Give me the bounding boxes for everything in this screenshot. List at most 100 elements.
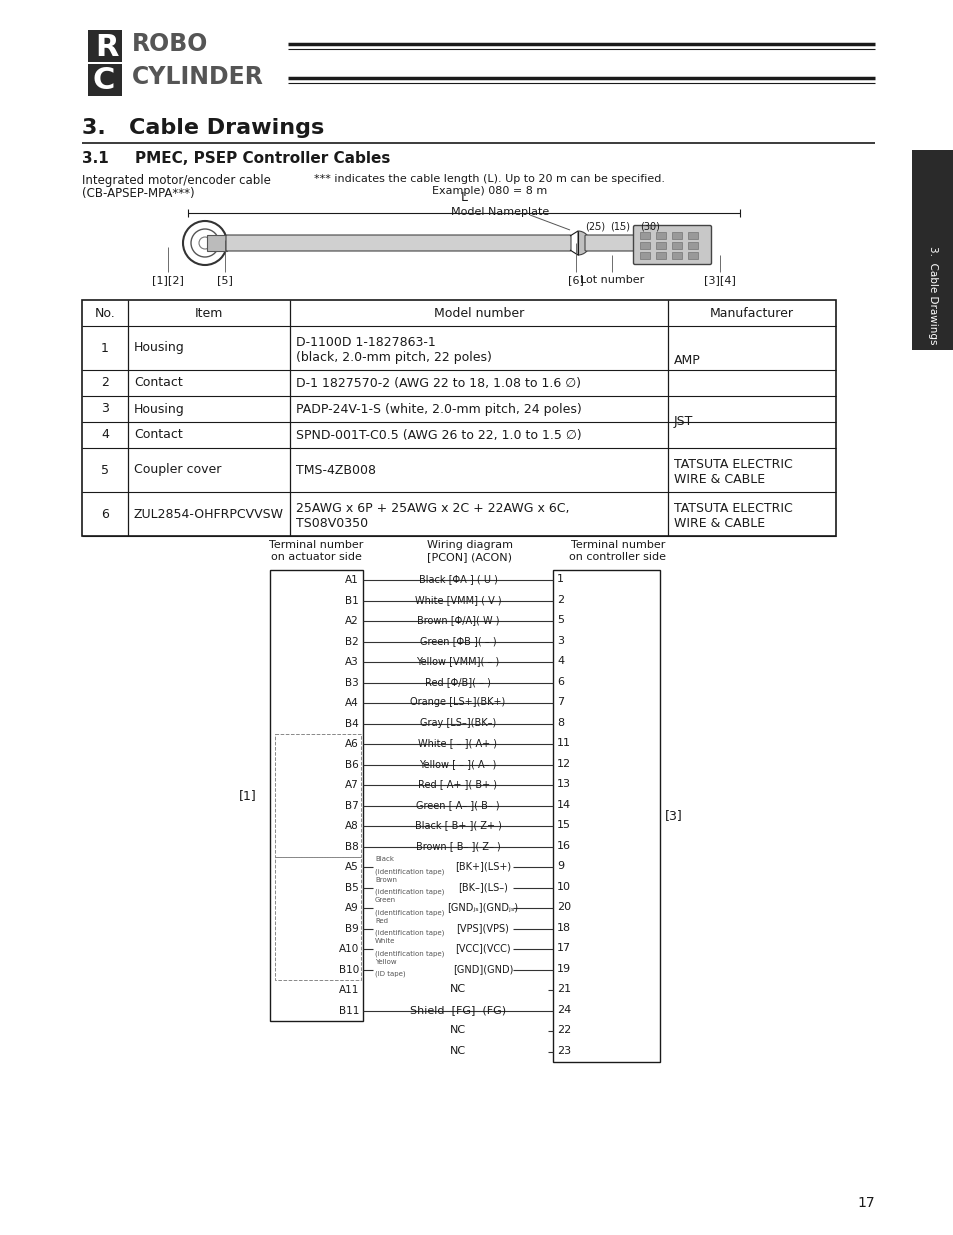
- Text: (15): (15): [609, 221, 629, 231]
- Text: [VPS](VPS): [VPS](VPS): [456, 923, 509, 932]
- Text: A9: A9: [345, 903, 358, 913]
- Text: A3: A3: [345, 657, 358, 667]
- Text: AMP: AMP: [673, 354, 700, 368]
- Text: WIRE & CABLE: WIRE & CABLE: [673, 517, 764, 530]
- Text: Yellow: Yellow: [375, 958, 396, 965]
- Text: [GNDⱼₛ](GNDⱼₛ): [GNDⱼₛ](GNDⱼₛ): [447, 903, 518, 913]
- Text: Orange [LS+](BK+): Orange [LS+](BK+): [410, 698, 505, 708]
- Text: Brown [ B– ]( Z– ): Brown [ B– ]( Z– ): [416, 841, 500, 851]
- Text: 14: 14: [557, 800, 571, 810]
- Text: NC: NC: [450, 1025, 466, 1035]
- Text: A10: A10: [338, 945, 358, 955]
- Text: Brown [Φ/A]( W ): Brown [Φ/A]( W ): [416, 615, 498, 625]
- Text: 4: 4: [101, 429, 109, 441]
- Text: 8: 8: [557, 718, 563, 727]
- Text: White: White: [375, 939, 395, 945]
- Text: NC: NC: [450, 984, 466, 994]
- Text: Green [ΦB ]( – ): Green [ΦB ]( – ): [419, 636, 496, 646]
- Text: [6]: [6]: [567, 275, 583, 285]
- Text: [3][4]: [3][4]: [703, 275, 735, 285]
- Text: 2: 2: [101, 377, 109, 389]
- Bar: [82, 300, 835, 536]
- Bar: [270, 571, 363, 1021]
- Bar: [656, 232, 665, 240]
- Text: A6: A6: [345, 740, 358, 750]
- Text: C: C: [92, 65, 115, 95]
- Text: Red: Red: [375, 918, 388, 924]
- Text: Contact: Contact: [133, 429, 183, 441]
- Text: Terminal number: Terminal number: [570, 540, 664, 550]
- Text: [BK+](LS+): [BK+](LS+): [455, 861, 511, 871]
- Text: 5: 5: [557, 615, 563, 625]
- FancyBboxPatch shape: [633, 226, 711, 264]
- Text: B3: B3: [345, 678, 358, 688]
- Text: 23: 23: [557, 1046, 571, 1056]
- Text: TATSUTA ELECTRIC: TATSUTA ELECTRIC: [673, 501, 792, 515]
- Bar: [639, 252, 649, 259]
- Text: 5: 5: [101, 463, 109, 477]
- Text: A7: A7: [345, 781, 358, 790]
- Text: (black, 2.0-mm pitch, 22 poles): (black, 2.0-mm pitch, 22 poles): [295, 351, 492, 364]
- Text: A4: A4: [345, 698, 358, 708]
- Text: Item: Item: [194, 306, 223, 320]
- Bar: [911, 149, 953, 350]
- Text: 17: 17: [857, 1195, 874, 1210]
- Text: B1: B1: [345, 595, 358, 605]
- Text: Shield  [FG]  (FG): Shield [FG] (FG): [410, 1005, 505, 1015]
- Text: Brown: Brown: [375, 877, 396, 883]
- Text: B11: B11: [338, 1005, 358, 1015]
- Text: 18: 18: [557, 923, 571, 932]
- Text: 2: 2: [557, 595, 563, 605]
- Text: White [ – ]( A+ ): White [ – ]( A+ ): [418, 739, 497, 748]
- Text: [GND](GND): [GND](GND): [453, 963, 513, 973]
- Text: (identification tape): (identification tape): [375, 930, 444, 936]
- Text: B8: B8: [345, 842, 358, 852]
- Bar: [639, 242, 649, 249]
- Bar: [671, 242, 681, 249]
- Text: TMS-4ZB008: TMS-4ZB008: [295, 463, 375, 477]
- Text: ROBO: ROBO: [132, 32, 208, 56]
- Text: 4: 4: [557, 656, 563, 666]
- Text: Gray [LS–](BK–): Gray [LS–](BK–): [419, 718, 496, 727]
- Text: 24: 24: [557, 1005, 571, 1015]
- Text: Black [ B+ ]( Z+ ): Black [ B+ ]( Z+ ): [415, 820, 501, 830]
- Text: 1: 1: [557, 574, 563, 584]
- Text: Wiring diagram: Wiring diagram: [427, 540, 513, 550]
- Bar: [553, 571, 659, 1062]
- Text: Yellow [ – ]( A– ): Yellow [ – ]( A– ): [419, 758, 497, 768]
- Text: 11: 11: [557, 739, 571, 748]
- Text: TATSUTA ELECTRIC: TATSUTA ELECTRIC: [673, 458, 792, 471]
- Text: A5: A5: [345, 862, 358, 872]
- Bar: [274, 857, 360, 981]
- Bar: [656, 242, 665, 249]
- Text: A2: A2: [345, 616, 358, 626]
- Text: A11: A11: [338, 986, 358, 995]
- Bar: [687, 242, 698, 249]
- Text: B6: B6: [345, 760, 358, 769]
- Text: Model Nameplate: Model Nameplate: [451, 207, 549, 217]
- Text: 17: 17: [557, 944, 571, 953]
- Text: Coupler cover: Coupler cover: [133, 463, 221, 477]
- Text: [PCON] (ACON): [PCON] (ACON): [427, 552, 512, 562]
- Text: Model number: Model number: [434, 306, 523, 320]
- Text: on actuator side: on actuator side: [271, 552, 361, 562]
- Text: Yellow [VMM]( – ): Yellow [VMM]( – ): [416, 656, 499, 666]
- Text: D-1100D 1-1827863-1: D-1100D 1-1827863-1: [295, 336, 436, 350]
- Text: 25AWG x 6P + 25AWG x 2C + 22AWG x 6C,: 25AWG x 6P + 25AWG x 2C + 22AWG x 6C,: [295, 501, 569, 515]
- Text: 10: 10: [557, 882, 571, 892]
- FancyBboxPatch shape: [226, 235, 571, 251]
- Text: A1: A1: [345, 576, 358, 585]
- Text: [BK–](LS–): [BK–](LS–): [457, 882, 507, 892]
- Text: Manufacturer: Manufacturer: [709, 306, 793, 320]
- Bar: [88, 64, 122, 96]
- Text: 21: 21: [557, 984, 571, 994]
- Text: Green: Green: [375, 898, 395, 903]
- Text: 3.1     PMEC, PSEP Controller Cables: 3.1 PMEC, PSEP Controller Cables: [82, 151, 390, 165]
- Text: SPND-001T-C0.5 (AWG 26 to 22, 1.0 to 1.5 ∅): SPND-001T-C0.5 (AWG 26 to 22, 1.0 to 1.5…: [295, 429, 581, 441]
- Text: (identification tape): (identification tape): [375, 868, 444, 874]
- Text: on controller side: on controller side: [569, 552, 666, 562]
- Text: B9: B9: [345, 924, 358, 934]
- Bar: [207, 235, 227, 251]
- Text: [1]: [1]: [239, 789, 256, 802]
- Bar: [274, 734, 360, 857]
